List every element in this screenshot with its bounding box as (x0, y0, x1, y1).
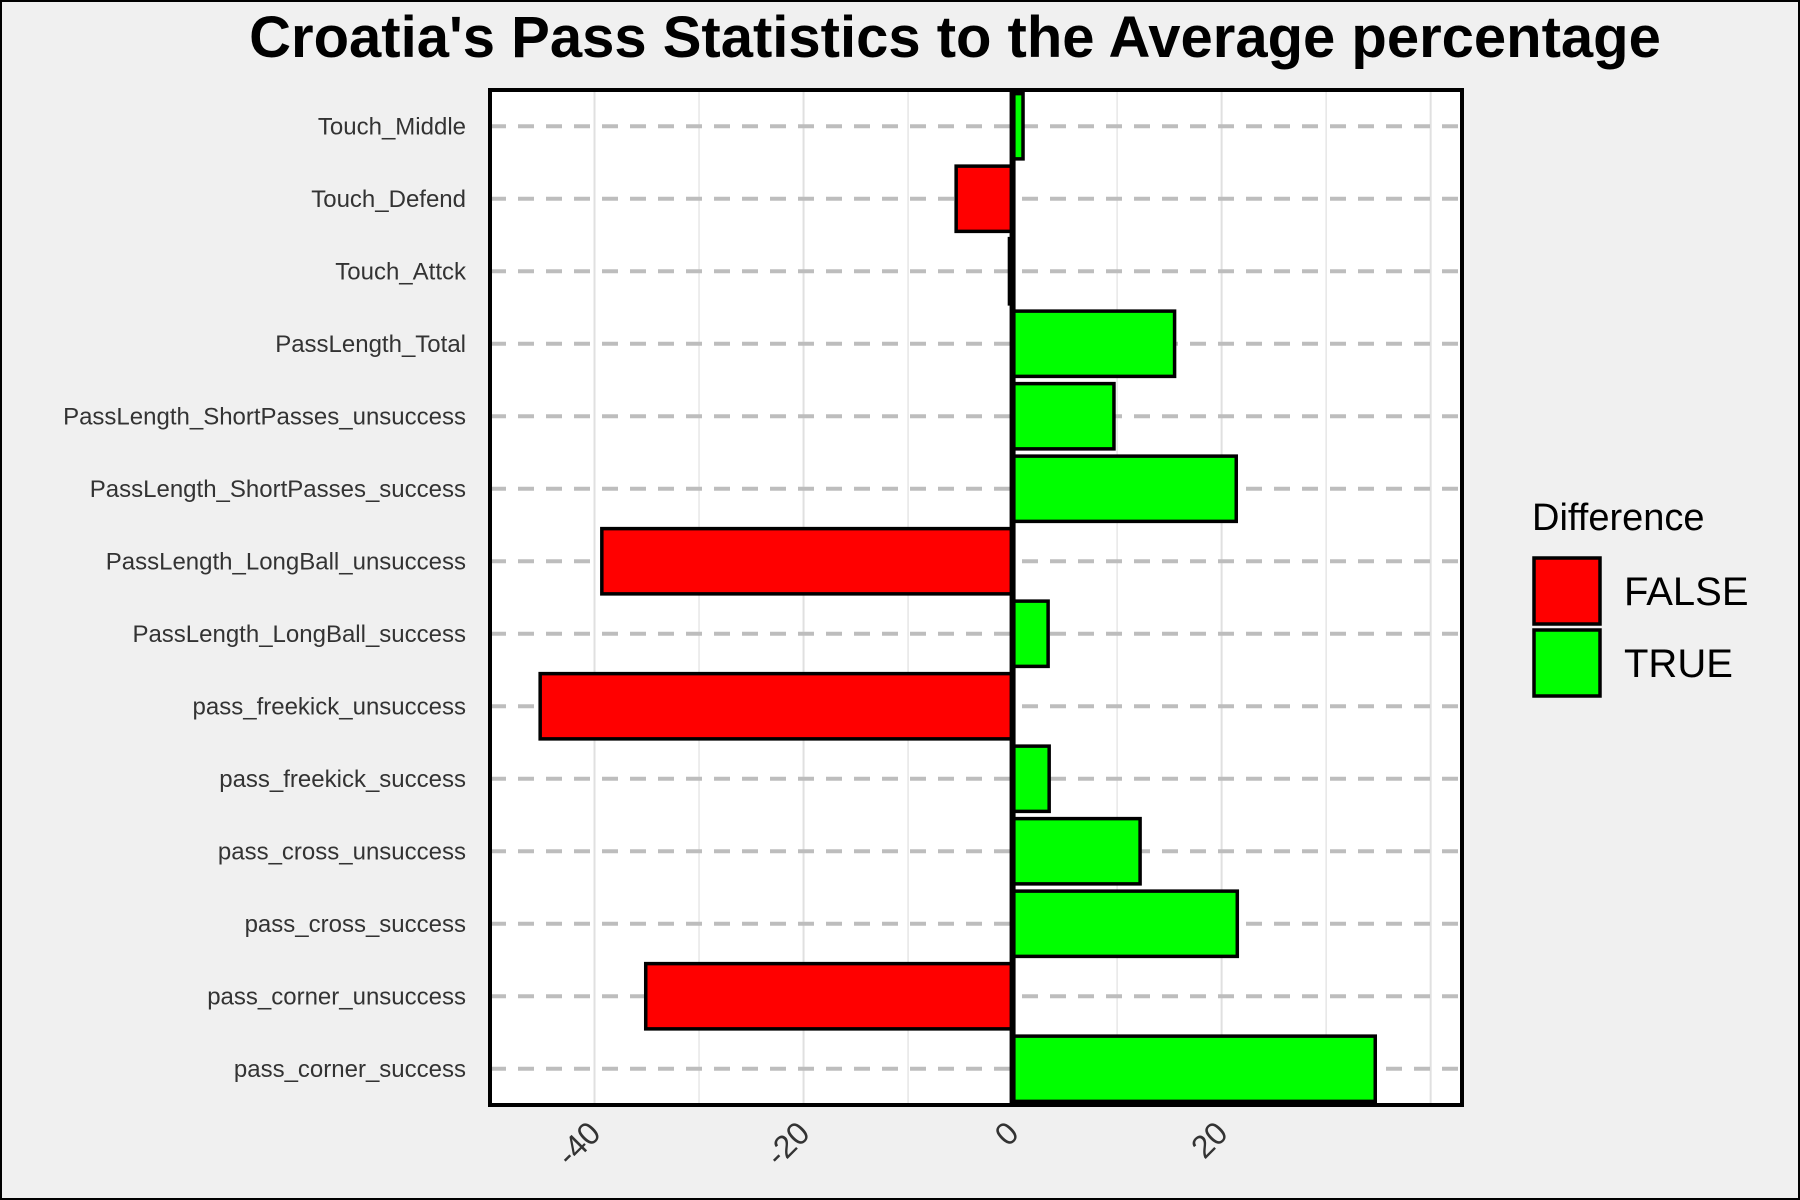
legend-label: FALSE (1624, 570, 1749, 614)
bar-pass_freekick_unsuccess (538, 671, 1015, 741)
category-label: PassLength_LongBall_success (132, 621, 466, 648)
category-label: Touch_Attck (335, 258, 467, 285)
category-label: pass_corner_success (234, 1056, 466, 1083)
category-label: PassLength_Total (275, 331, 466, 358)
category-label: PassLength_ShortPasses_success (90, 476, 466, 503)
bar-PassLength_ShortPasses_success (1010, 454, 1238, 524)
legend-swatch-false (1532, 556, 1602, 626)
bar-PassLength_LongBall_success (1010, 599, 1050, 669)
category-label: pass_corner_unsuccess (207, 983, 466, 1010)
bar-pass_corner_unsuccess (643, 961, 1015, 1031)
bar-pass_corner_success (1010, 1034, 1378, 1104)
plot-background (490, 90, 1462, 1105)
bars (538, 91, 1378, 1104)
category-label: PassLength_LongBall_unsuccess (106, 548, 466, 575)
bar-PassLength_LongBall_unsuccess (600, 526, 1015, 596)
category-label: pass_cross_unsuccess (218, 838, 466, 865)
legend-swatch-true (1532, 628, 1602, 698)
x-tick-labels: -40 -20 0 20 (549, 1114, 1234, 1172)
category-label: Touch_Middle (318, 113, 466, 140)
legend-label: TRUE (1624, 642, 1733, 686)
category-label: pass_cross_success (245, 911, 466, 938)
bar-pass_cross_unsuccess (1010, 816, 1142, 886)
x-tick-label: 0 (987, 1114, 1025, 1152)
category-label: Touch_Defend (311, 186, 466, 213)
category-labels: Touch_Middle Touch_Defend Touch_Attck PassL… (63, 113, 467, 1083)
bar-PassLength_Total (1010, 309, 1177, 379)
bar-pass_cross_success (1010, 889, 1240, 959)
bar-Touch_Defend (954, 164, 1015, 234)
bar-PassLength_ShortPasses_unsuccess (1010, 381, 1116, 451)
category-label: pass_freekick_success (219, 766, 466, 793)
legend: Difference FALSE TRUE (1532, 497, 1749, 698)
x-tick-label: -40 (549, 1114, 607, 1172)
chart-title: Croatia's Pass Statistics to the Average… (249, 5, 1661, 70)
x-tick-label: 20 (1184, 1114, 1235, 1165)
category-label: pass_freekick_unsuccess (193, 693, 466, 720)
plot-border (488, 88, 1464, 1107)
x-tick-label: -20 (758, 1114, 816, 1172)
legend-title: Difference (1532, 497, 1705, 539)
bar-pass_freekick_success (1010, 744, 1051, 814)
category-label: PassLength_ShortPasses_unsuccess (63, 403, 466, 430)
